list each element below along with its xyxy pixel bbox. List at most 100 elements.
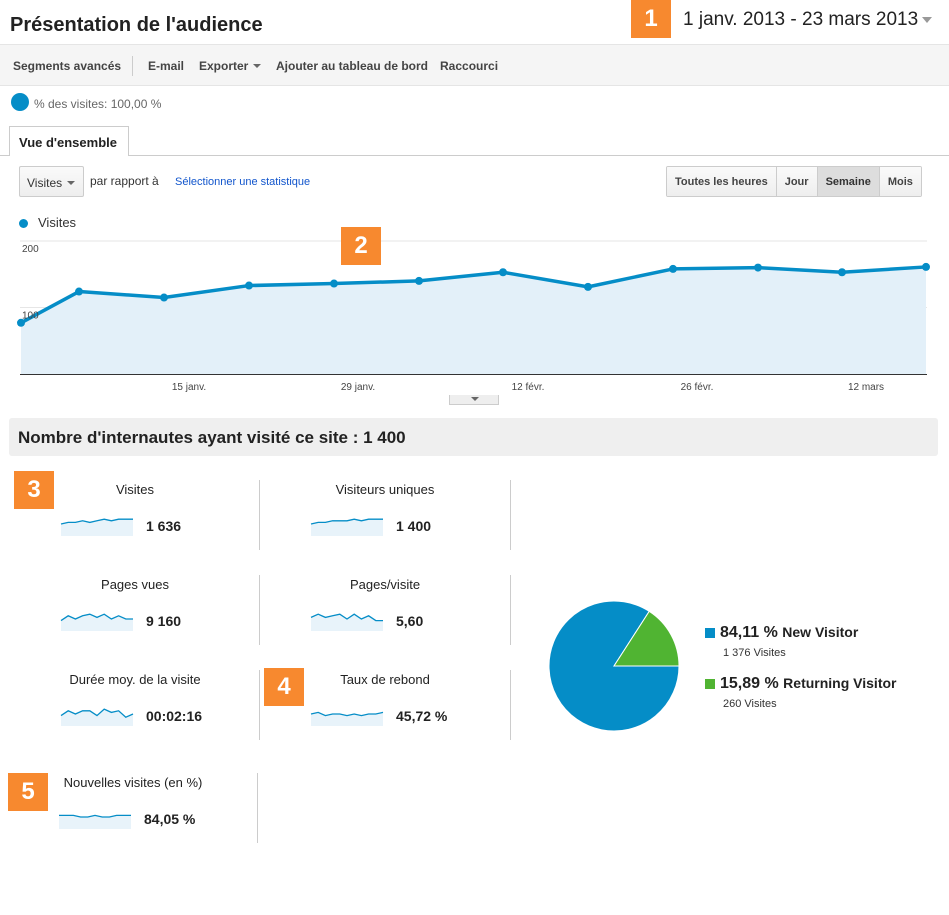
visitors-summary: Nombre d'internautes ayant visité ce sit… bbox=[9, 418, 938, 456]
metric-card: Taux de rebond 45,72 % bbox=[260, 672, 510, 742]
metric-value: 45,72 % bbox=[396, 708, 448, 724]
shortcut-button[interactable]: Raccourci bbox=[440, 59, 499, 73]
metric-card: Visiteurs uniques 1 400 bbox=[260, 482, 510, 552]
sparkline-area bbox=[311, 519, 383, 536]
metric-divider bbox=[510, 575, 511, 645]
returning-visitor-name: Returning Visitor bbox=[783, 675, 897, 691]
visits-point bbox=[17, 318, 25, 327]
x-tick-label: 12 mars bbox=[848, 382, 884, 393]
visits-point bbox=[330, 279, 338, 288]
metric-divider bbox=[510, 670, 511, 740]
toolbar-divider bbox=[132, 56, 133, 76]
callout-badge-1: 1 bbox=[631, 0, 671, 38]
metric-card: Nouvelles visites (en %) 84,05 % bbox=[8, 775, 258, 845]
export-button[interactable]: Exporter bbox=[199, 59, 262, 73]
chevron-down-icon bbox=[253, 64, 262, 68]
metric-value: 84,05 % bbox=[144, 811, 196, 827]
granularity-hourly-button[interactable]: Toutes les heures bbox=[667, 167, 776, 196]
metric-card: Visites 1 636 bbox=[10, 482, 260, 552]
metric-sparkline bbox=[59, 814, 131, 829]
callout-badge-5: 5 bbox=[8, 773, 48, 811]
chevron-down-icon bbox=[922, 17, 932, 23]
visits-area bbox=[21, 266, 926, 374]
metric-label: Visiteurs uniques bbox=[335, 482, 435, 497]
granularity-week-button[interactable]: Semaine bbox=[816, 167, 879, 196]
sparkline-line bbox=[310, 711, 384, 717]
add-to-dashboard-button[interactable]: Ajouter au tableau de bord bbox=[276, 59, 429, 73]
granularity-month-button[interactable]: Mois bbox=[878, 167, 921, 196]
tab-divider bbox=[0, 155, 949, 156]
pie-slice-returning-visitor bbox=[613, 610, 680, 667]
advanced-segments-button[interactable]: Segments avancés bbox=[13, 59, 122, 73]
visits-point bbox=[160, 293, 168, 302]
y-tick-label: 100 bbox=[22, 311, 39, 322]
metric-card: Pages/visite 5,60 bbox=[260, 577, 510, 647]
visits-chart: 200 100 15 janv. 29 janv. 12 févr. 26 févr. 12… bbox=[17, 240, 930, 393]
visits-point bbox=[754, 263, 762, 272]
metric-divider bbox=[510, 480, 511, 550]
visits-point bbox=[838, 268, 846, 277]
pie-legend-returning-visitor: 15,89 % Returning Visitor bbox=[720, 675, 896, 693]
metric-value: 1 636 bbox=[146, 518, 182, 534]
x-tick-label: 29 janv. bbox=[341, 382, 375, 393]
metric-select-value: Visites bbox=[27, 176, 63, 190]
metric-sparkline bbox=[310, 711, 384, 726]
metric-card: Durée moy. de la visite 00:02:16 bbox=[10, 672, 260, 742]
export-label: Exporter bbox=[199, 59, 249, 73]
sparkline-line bbox=[310, 518, 383, 525]
sparkline-area bbox=[311, 712, 383, 726]
visits-point bbox=[922, 262, 930, 271]
sparkline-line bbox=[60, 613, 133, 622]
collapse-chart-handle[interactable] bbox=[449, 395, 499, 405]
sparkline-line bbox=[59, 814, 131, 818]
visits-point bbox=[245, 281, 253, 290]
visits-point bbox=[584, 282, 592, 291]
granularity-day-button[interactable]: Jour bbox=[775, 167, 817, 196]
sparkline-area bbox=[311, 614, 383, 631]
new-visitor-name: New Visitor bbox=[782, 624, 859, 640]
legend-marker-visits bbox=[19, 219, 28, 228]
y-tick-label: 200 bbox=[22, 244, 39, 255]
visits-point bbox=[669, 264, 677, 273]
email-button[interactable]: E-mail bbox=[148, 59, 185, 73]
sparkline-area bbox=[61, 709, 133, 726]
sparkline-area bbox=[61, 519, 133, 536]
compare-label: par rapport à bbox=[90, 174, 159, 188]
metric-value: 5,60 bbox=[396, 613, 424, 629]
pie-legend-new-visitor: 84,11 % New Visitor bbox=[720, 624, 858, 642]
sparkline-area bbox=[59, 815, 131, 829]
visits-line bbox=[20, 265, 927, 325]
granularity-toggle: Toutes les heures Jour Semaine Mois bbox=[666, 166, 922, 197]
visits-point bbox=[415, 276, 423, 285]
callout-badge-3: 3 bbox=[14, 471, 54, 509]
metric-label: Visites bbox=[115, 482, 155, 497]
x-tick-label: 15 janv. bbox=[172, 382, 206, 393]
segment-pie-icon bbox=[11, 93, 29, 111]
date-range-text: 1 janv. 2013 - 23 mars 2013 bbox=[683, 9, 919, 30]
sparkline-line bbox=[310, 613, 383, 622]
sparkline-area bbox=[61, 614, 133, 631]
metric-label: Nouvelles visites (en %) bbox=[63, 775, 203, 790]
metric-value: 1 400 bbox=[396, 518, 432, 534]
callout-badge-2: 2 bbox=[341, 227, 381, 265]
tab-overview[interactable]: Vue d'ensemble bbox=[9, 126, 129, 156]
metric-sparkline bbox=[60, 708, 134, 726]
chevron-down-icon bbox=[67, 181, 75, 185]
new-visitor-pct: 84,11 % bbox=[720, 624, 778, 641]
metric-divider bbox=[257, 773, 258, 843]
metric-divider bbox=[259, 480, 260, 550]
legend-label-visits: Visites bbox=[38, 215, 77, 230]
sparkline-line bbox=[60, 708, 134, 718]
metric-card: Pages vues 9 160 bbox=[10, 577, 260, 647]
toolbar: Segments avancés E-mail Exporter Ajouter… bbox=[0, 44, 949, 86]
metric-divider bbox=[259, 670, 260, 740]
metric-value: 00:02:16 bbox=[146, 708, 203, 724]
x-tick-label: 12 févr. bbox=[512, 382, 545, 393]
metric-label: Pages vues bbox=[101, 577, 169, 592]
chevron-down-icon bbox=[471, 397, 479, 401]
sparkline-line bbox=[60, 518, 133, 525]
metric-select[interactable]: Visites bbox=[19, 166, 84, 197]
date-range-selector[interactable]: 1 janv. 2013 - 23 mars 2013 bbox=[678, 6, 936, 34]
select-metric-link[interactable]: Sélectionner une statistique bbox=[175, 176, 311, 188]
visits-point bbox=[75, 287, 83, 296]
